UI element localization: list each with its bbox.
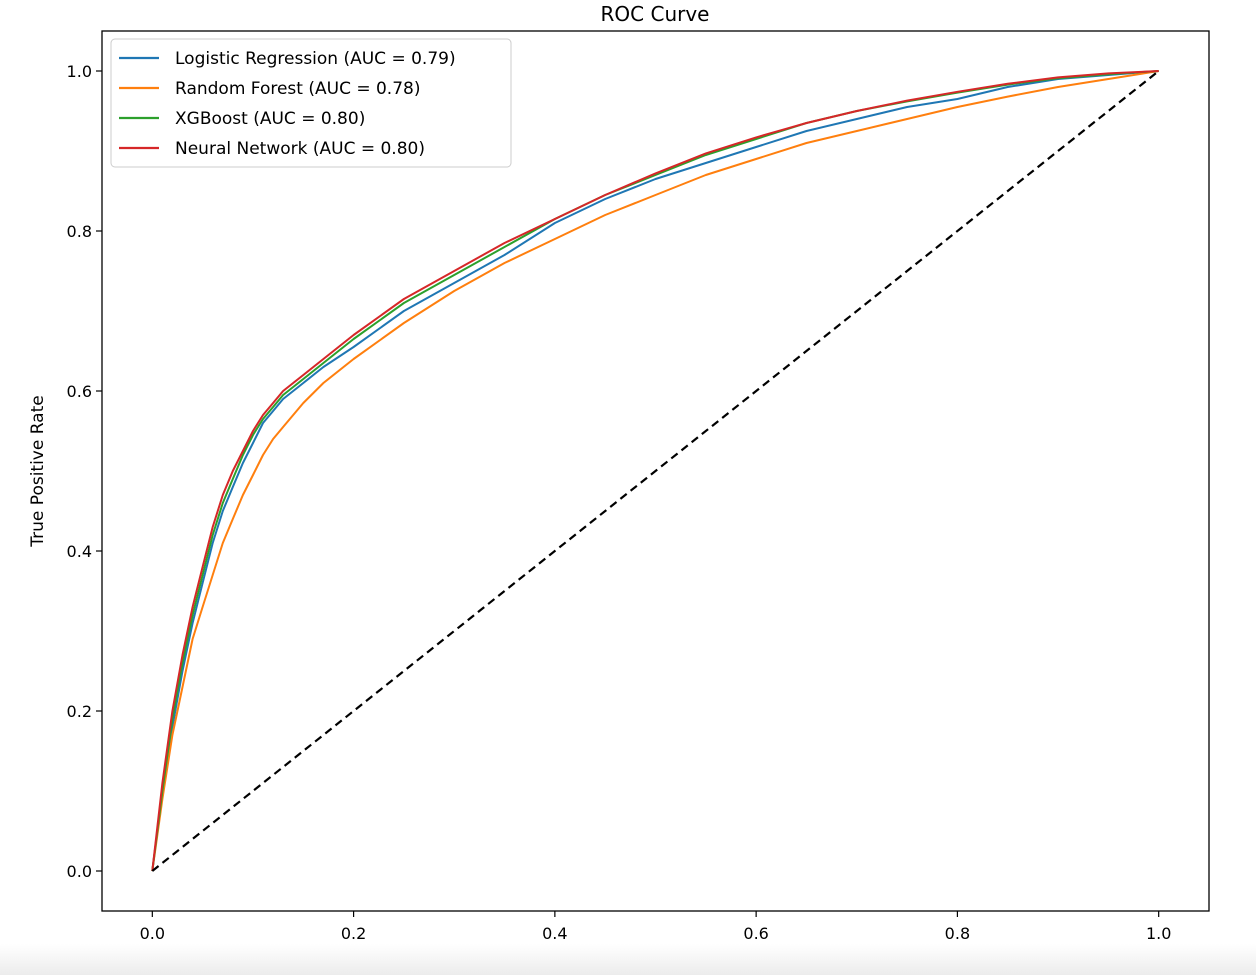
series-lines	[151, 70, 1160, 872]
x-tick-label: 1.0	[1146, 924, 1171, 943]
legend-label: XGBoost (AUC = 0.80)	[175, 109, 365, 129]
x-tick-label: 0.4	[542, 924, 567, 943]
chance-line	[151, 70, 1160, 872]
legend-box	[110, 38, 512, 168]
y-tick-label: 1.0	[67, 62, 92, 81]
legend-label: Logistic Regression (AUC = 0.79)	[175, 49, 456, 69]
y-tick-label: 0.0	[67, 862, 92, 881]
x-axis-label: False Positive Rate	[576, 952, 734, 972]
x-tick-label: 0.2	[341, 924, 366, 943]
x-tick-label: 0.6	[743, 924, 768, 943]
y-tick-label: 0.2	[67, 702, 92, 721]
x-tick-label: 0.8	[945, 924, 970, 943]
legend: Logistic Regression (AUC = 0.79) Random F…	[110, 38, 512, 168]
series-line-0	[151, 70, 1159, 872]
series-line-1	[151, 70, 1159, 872]
plot-area: 0.0 0.2 0.4 0.6 0.8 1.0 0.0 0.2 0.4 0.6 0.8 1.0	[67, 30, 1210, 943]
legend-label: Neural Network (AUC = 0.80)	[175, 139, 425, 159]
chart-title: ROC Curve	[601, 2, 710, 26]
y-axis-label: True Positive Rate	[28, 395, 48, 547]
x-tick-label: 0.0	[140, 924, 165, 943]
y-tick-label: 0.8	[67, 222, 92, 241]
y-tick-label: 0.4	[67, 542, 92, 561]
y-tick-label: 0.6	[67, 382, 92, 401]
legend-label: Random Forest (AUC = 0.78)	[175, 79, 420, 99]
x-axis-ticks: 0.0 0.2 0.4 0.6 0.8 1.0	[140, 911, 1171, 943]
series-line-3	[151, 70, 1159, 872]
y-axis-ticks: 0.0 0.2 0.4 0.6 0.8 1.0	[67, 62, 102, 881]
